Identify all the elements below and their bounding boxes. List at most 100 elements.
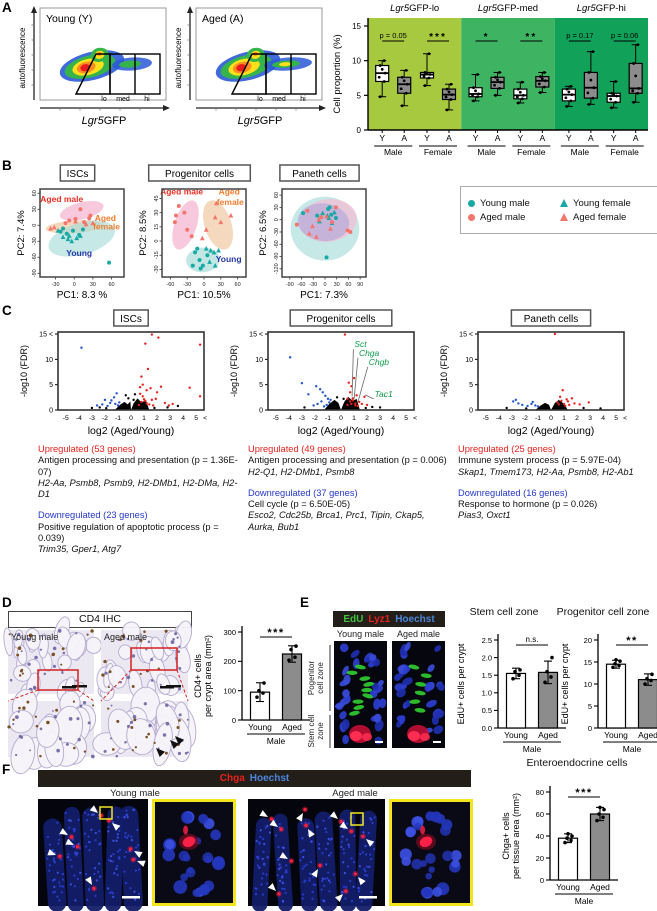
svg-text:2: 2 [155, 415, 159, 422]
aged-female-triangle-marker [560, 213, 568, 221]
svg-text:lo: lo [101, 96, 107, 103]
panel-b-label: B [2, 158, 12, 173]
svg-text:15: 15 [584, 658, 592, 667]
edu-label: EdU [343, 613, 364, 625]
svg-text:80: 80 [536, 788, 544, 797]
pca-plot-progenitor: Progenitor cells -60 -30 0 30 60 45 30 15 0 -15 -30… [138, 164, 252, 301]
svg-text:10: 10 [465, 357, 473, 364]
crypt-young-label: Young male [336, 629, 385, 639]
svg-text:Lgr5GFP-lo: Lgr5GFP-lo [390, 3, 439, 14]
svg-text:p = 0.17: p = 0.17 [566, 31, 593, 40]
svg-text:0: 0 [469, 408, 473, 415]
villi-image-aged-male [248, 799, 385, 911]
svg-text:Chga+ cells: Chga+ cells [501, 812, 511, 860]
svg-text:1.0: 1.0 [482, 689, 492, 698]
young-female-triangle-marker [560, 199, 568, 207]
svg-text:10: 10 [255, 357, 263, 364]
edu-progenitor-bar-chart: 0 5 10 15 20 EdU+ cells per crypt Young Aged ** M… [560, 634, 657, 754]
svg-text:2: 2 [575, 415, 579, 422]
svg-text:ISCs: ISCs [67, 169, 89, 180]
ihc-zoom-young-male [7, 688, 97, 775]
panel-c-label: C [2, 303, 12, 318]
svg-text:Male: Male [384, 147, 403, 157]
svg-text:Male: Male [523, 744, 542, 754]
svg-text:30: 30 [218, 282, 224, 288]
svg-text:40: 40 [536, 832, 544, 841]
svg-text:log2 (Aged/Young): log2 (Aged/Young) [88, 425, 175, 437]
svg-text:0: 0 [588, 724, 592, 733]
svg-text:female: female [93, 222, 120, 232]
svg-text:*: * [484, 32, 490, 43]
svg-text:per tissue area (mm²): per tissue area (mm²) [511, 793, 521, 879]
edu-lyz1-hoechst-header: EdU Lyz1 Hoechst [333, 611, 445, 627]
pca-plot-iscs: ISCs -30 0 30 60 60 30 0 -30 -60 -90 PC2: 7.4% PC1: … [16, 164, 125, 301]
svg-text:30: 30 [334, 282, 340, 288]
svg-text:0: 0 [339, 415, 343, 422]
villi-image-young-male [38, 799, 148, 911]
villi-young-label: Young male [110, 788, 160, 799]
svg-text:10: 10 [45, 357, 53, 364]
lyz1-label: Lyz1 [368, 613, 391, 625]
upregulated-genes: H2-Q1, H2-DMb1, Psmb8 [248, 466, 355, 477]
svg-text:-30: -30 [274, 228, 280, 236]
svg-text:-15: -15 [154, 251, 160, 259]
upregulated-title: Upregulated (25 genes) [458, 444, 556, 454]
svg-text:-60: -60 [32, 253, 38, 261]
svg-text:-30: -30 [154, 265, 160, 273]
svg-text:-4: -4 [286, 415, 292, 422]
legend-item-aged-male: Aged male [468, 212, 560, 223]
svg-text:Y: Y [473, 133, 479, 143]
svg-text:Aged: Aged [638, 730, 657, 740]
pca-legend: Young male Young female Aged male Aged f… [460, 186, 657, 234]
volcano-plot-paneth: Paneth cells -5 -4 -3 -2 -1 0 1 2 3 4 5 <0 5 10 15 < -lo… [439, 309, 627, 437]
hoechst-label: Hoechst [395, 613, 435, 625]
svg-text:***: *** [575, 787, 592, 799]
svg-text:-30: -30 [32, 237, 38, 245]
svg-text:-5: -5 [273, 415, 279, 422]
svg-text:Male: Male [571, 147, 590, 157]
svg-text:0: 0 [32, 224, 38, 227]
svg-text:female: female [217, 197, 244, 207]
svg-text:-5: -5 [483, 415, 489, 422]
svg-text:-4: -4 [496, 415, 502, 422]
svg-text:5: 5 [357, 91, 362, 100]
svg-text:-log10 (FDR): -log10 (FDR) [229, 345, 239, 397]
svg-text:15 <: 15 < [39, 332, 53, 339]
legend-item-aged-female: Aged female [560, 212, 652, 223]
svg-text:Aged: Aged [590, 882, 610, 892]
svg-text:1: 1 [142, 415, 146, 422]
crypt-image-young-male [334, 641, 387, 748]
svg-text:30: 30 [90, 282, 96, 288]
svg-text:A: A [633, 133, 639, 143]
svg-text:log2 (Aged/Young): log2 (Aged/Young) [508, 425, 595, 437]
villi-inset-young-male [152, 799, 236, 906]
svg-text:0: 0 [259, 408, 263, 415]
svg-text:Young: Young [504, 730, 528, 740]
aged-male-circle-marker [468, 213, 475, 221]
svg-text:3: 3 [168, 415, 172, 422]
svg-text:15 <: 15 < [249, 332, 263, 339]
svg-text:-log10 (FDR): -log10 (FDR) [19, 345, 29, 397]
svg-text:Aged: Aged [95, 213, 116, 223]
legend-item-young-female: Young female [560, 198, 652, 209]
progenitor-zone-label: Pogenitor cell zone [307, 643, 327, 713]
svg-text:-1: -1 [535, 415, 541, 422]
svg-text:lo: lo [257, 96, 263, 103]
svg-text:Female: Female [424, 147, 453, 157]
svg-text:0.5: 0.5 [482, 706, 492, 715]
svg-text:45: 45 [154, 195, 160, 201]
downregulated-title: Downregulated (37 genes) [248, 487, 358, 498]
svg-text:Paneth cells: Paneth cells [524, 314, 578, 325]
svg-text:-4: -4 [76, 415, 82, 422]
svg-text:Progenitor cells: Progenitor cells [165, 169, 234, 180]
deg-summary-paneth: Upregulated (25 genes) Immune system pro… [458, 444, 657, 522]
svg-text:**: ** [626, 635, 638, 647]
chga-bar-chart: 0 20 40 60 80 Chga+ cells per tissue area (mm²… [501, 786, 618, 906]
svg-text:CD4+ cells: CD4+ cells [193, 654, 203, 698]
svg-text:5: 5 [614, 415, 618, 422]
upregulated-title: Upregulated (49 genes) [248, 444, 346, 454]
zone-label-line: Stem cell [307, 714, 316, 748]
progenitor-zone-bar [329, 645, 331, 711]
young-male-circle-marker [468, 199, 475, 207]
